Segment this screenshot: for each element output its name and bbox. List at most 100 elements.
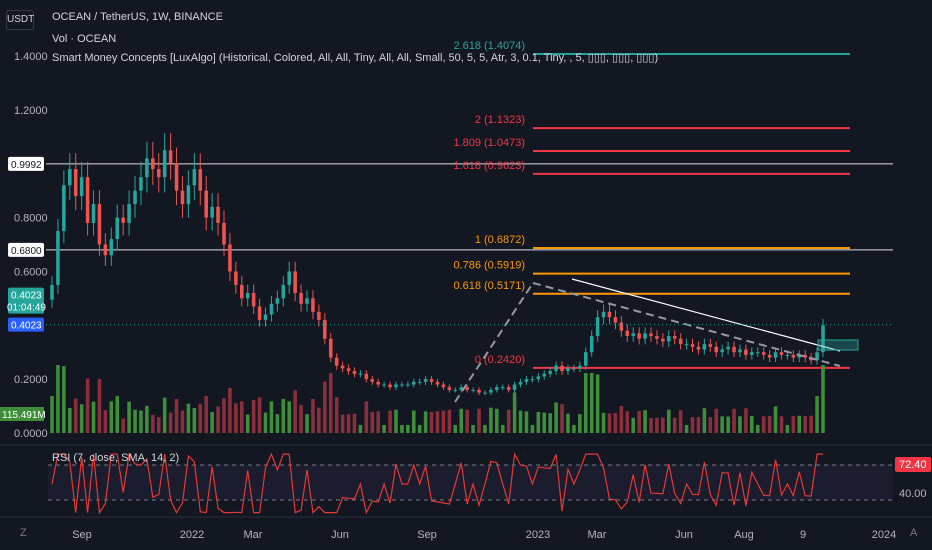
candle-body	[738, 349, 742, 353]
volume-badge	[0, 407, 44, 421]
volume-bar	[803, 416, 807, 433]
volume-bar	[637, 410, 641, 433]
candle-body	[216, 206, 220, 223]
x-tick-label: 2024	[872, 529, 896, 541]
volume-bar	[791, 416, 796, 433]
candle-body	[281, 284, 286, 299]
volume-bar	[767, 416, 772, 433]
candle-body	[346, 368, 351, 372]
volume-bar	[186, 403, 191, 433]
volume-bar	[346, 414, 351, 433]
volume-bar	[180, 410, 185, 433]
volume-bar	[649, 417, 653, 433]
candle-body	[73, 169, 78, 197]
candle-body	[447, 387, 452, 390]
volume-bar	[453, 425, 458, 433]
fib-level-label: 2 (1.1323)	[475, 114, 525, 126]
volume-bar	[50, 396, 54, 433]
volume-bar	[269, 401, 274, 433]
volume-bar	[625, 411, 630, 433]
volume-bar	[821, 365, 825, 433]
volume-bar	[524, 411, 529, 433]
candle-body	[791, 354, 796, 358]
volume-bar	[530, 425, 535, 433]
candle-body	[364, 373, 369, 380]
volume-bar	[287, 401, 292, 433]
candle-body	[186, 185, 191, 205]
candle-body	[204, 190, 208, 218]
volume-bar	[97, 379, 102, 433]
volume-bar	[198, 403, 203, 433]
candle-body	[257, 306, 262, 320]
candle-body	[637, 333, 641, 339]
candle-body	[328, 338, 333, 358]
rsi-value-badge	[895, 457, 931, 472]
volume-bar	[240, 401, 244, 433]
auto-scale-button[interactable]: A	[910, 527, 918, 539]
volume-bar	[720, 416, 724, 433]
candle-body	[293, 271, 297, 293]
volume-bar	[145, 405, 149, 433]
candle-body	[79, 177, 84, 197]
candle-body	[234, 271, 238, 285]
candle-body	[684, 344, 689, 346]
candle-body	[714, 346, 719, 353]
volume-bar	[423, 411, 428, 433]
candle-body	[548, 371, 552, 374]
candle-body	[726, 346, 730, 350]
candle-body	[625, 330, 630, 337]
volume-bar	[465, 409, 469, 433]
currency-button[interactable]: USDT	[6, 10, 34, 30]
volume-bar	[156, 417, 161, 433]
rsi-level-label: 40.00	[899, 488, 927, 500]
volume-bar	[601, 412, 606, 433]
volume-bar	[411, 410, 416, 433]
candle-body	[287, 271, 292, 285]
volume-bar	[91, 401, 96, 433]
candle-body	[151, 158, 155, 170]
price-badge-label: 0.6800	[11, 246, 42, 257]
volume-bar	[251, 400, 256, 433]
volume-bar	[435, 411, 440, 433]
volume-bar	[234, 403, 238, 433]
x-tick-label: Mar	[244, 529, 263, 541]
candle-body	[97, 204, 102, 245]
y-tick-label: 0.6000	[14, 266, 48, 278]
volume-bar	[702, 408, 707, 433]
candle-body	[767, 354, 772, 358]
candle-body	[477, 389, 481, 393]
candle-body	[542, 373, 547, 377]
candle-body	[773, 352, 778, 358]
candle-body	[708, 344, 713, 347]
candle-body	[156, 169, 161, 178]
candle-body	[613, 317, 618, 323]
volume-bar	[222, 398, 226, 433]
volume-bar	[103, 410, 108, 433]
candle-body	[471, 389, 475, 391]
candle-body	[589, 336, 594, 353]
order-block-box	[817, 339, 859, 351]
volume-bar	[761, 416, 766, 433]
volume-bar	[79, 404, 84, 433]
volume-bar	[394, 409, 398, 433]
fib-level-label: 0.618 (0.5171)	[453, 280, 525, 292]
volume-bar	[317, 407, 321, 433]
countdown-label: 01:04:49	[7, 303, 46, 314]
volume-bar	[56, 365, 60, 433]
volume-bar	[708, 417, 713, 433]
candle-body	[263, 314, 268, 320]
fib-level-label: 0.786 (0.5919)	[453, 260, 525, 272]
indicator-legend: Smart Money Concepts [LuxAlgo] (Historic…	[52, 52, 659, 64]
candle-body	[619, 322, 624, 331]
volume-bar	[738, 416, 742, 433]
candle-body	[803, 354, 807, 358]
volume-bar	[275, 414, 280, 433]
timezone-button[interactable]: Z	[20, 527, 27, 539]
volume-bar	[732, 408, 736, 433]
volume-bar	[477, 408, 481, 433]
y-tick-label: 1.4000	[14, 51, 48, 63]
candle-body	[495, 387, 499, 390]
volume-bar	[815, 396, 819, 433]
candle-body	[68, 169, 72, 186]
